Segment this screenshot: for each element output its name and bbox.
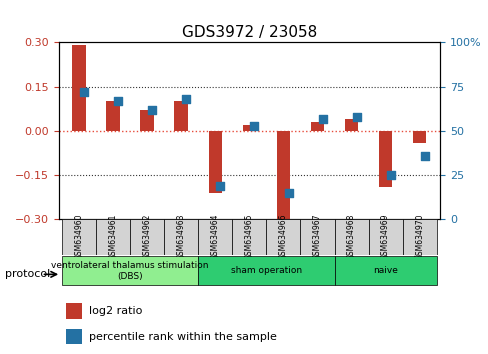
Text: GSM634961: GSM634961: [108, 214, 118, 261]
FancyBboxPatch shape: [62, 219, 96, 255]
Bar: [344, 119, 358, 131]
FancyBboxPatch shape: [232, 219, 266, 255]
Text: protocol: protocol: [5, 269, 50, 279]
FancyBboxPatch shape: [300, 219, 334, 255]
Bar: [66, 329, 81, 344]
FancyBboxPatch shape: [96, 219, 130, 255]
FancyBboxPatch shape: [62, 256, 198, 285]
Text: naive: naive: [372, 266, 397, 275]
Point: [318, 116, 326, 121]
FancyBboxPatch shape: [334, 219, 368, 255]
Bar: [72, 45, 86, 131]
Bar: [310, 122, 324, 131]
Bar: [208, 131, 222, 193]
Point: [182, 96, 190, 102]
FancyBboxPatch shape: [368, 219, 402, 255]
Bar: [174, 102, 188, 131]
Text: GSM634966: GSM634966: [278, 214, 287, 261]
Bar: [66, 303, 81, 319]
Text: GSM634960: GSM634960: [75, 214, 83, 261]
Text: GSM634967: GSM634967: [312, 214, 321, 261]
Text: GSM634969: GSM634969: [380, 214, 389, 261]
FancyBboxPatch shape: [402, 219, 436, 255]
FancyBboxPatch shape: [198, 219, 232, 255]
Point: [386, 172, 394, 178]
Point: [216, 183, 224, 189]
Bar: [140, 110, 154, 131]
Text: ventrolateral thalamus stimulation
(DBS): ventrolateral thalamus stimulation (DBS): [51, 261, 208, 280]
Point: [250, 123, 258, 129]
FancyBboxPatch shape: [130, 219, 164, 255]
Point: [352, 114, 360, 120]
FancyBboxPatch shape: [198, 256, 334, 285]
Point: [284, 190, 292, 196]
Text: GSM634965: GSM634965: [244, 214, 253, 261]
FancyBboxPatch shape: [334, 256, 436, 285]
Text: GSM634963: GSM634963: [177, 214, 185, 261]
Bar: [378, 131, 392, 187]
Point: [114, 98, 122, 104]
FancyBboxPatch shape: [164, 219, 198, 255]
Text: GSM634964: GSM634964: [210, 214, 220, 261]
Bar: [412, 131, 426, 143]
Point: [420, 153, 428, 159]
Text: GSM634962: GSM634962: [142, 214, 151, 261]
Text: GSM634970: GSM634970: [414, 214, 423, 261]
Title: GDS3972 / 23058: GDS3972 / 23058: [182, 25, 316, 40]
Point: [148, 107, 156, 113]
Point: [80, 89, 88, 95]
Text: GSM634968: GSM634968: [346, 214, 355, 261]
Text: log2 ratio: log2 ratio: [89, 306, 142, 316]
FancyBboxPatch shape: [266, 219, 300, 255]
Bar: [242, 125, 256, 131]
Text: sham operation: sham operation: [230, 266, 302, 275]
Bar: [106, 102, 120, 131]
Text: percentile rank within the sample: percentile rank within the sample: [89, 332, 277, 342]
Bar: [276, 131, 290, 219]
